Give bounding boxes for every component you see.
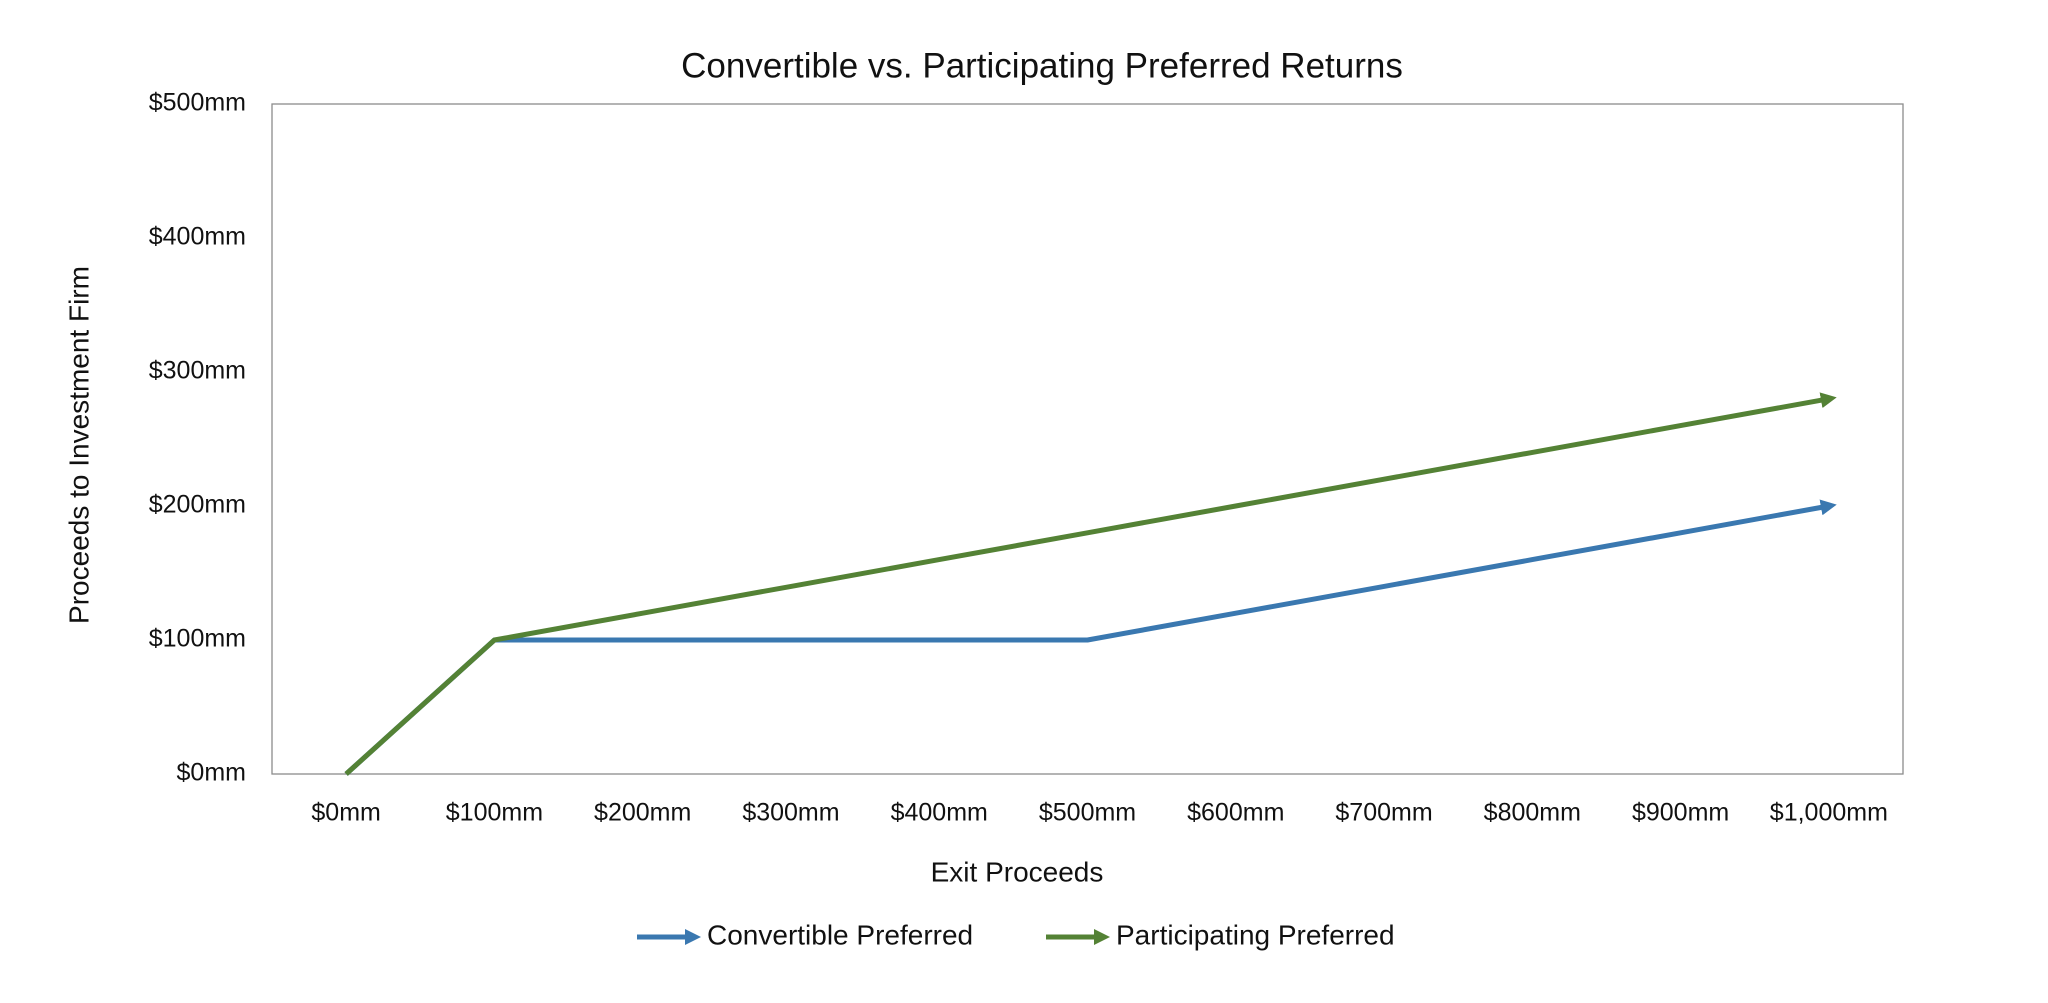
- y-tick-label: $300mm: [149, 357, 246, 385]
- y-axis-title: Proceeds to Investment Firm: [63, 266, 94, 624]
- x-tick-label: $0mm: [311, 799, 380, 827]
- x-tick-label: $400mm: [891, 799, 988, 827]
- y-tick-label: $0mm: [177, 759, 246, 787]
- x-tick-label: $500mm: [1039, 799, 1136, 827]
- x-tick-label: $900mm: [1632, 799, 1729, 827]
- x-tick-label: $1,000mm: [1770, 799, 1888, 827]
- series-line: [344, 499, 1837, 776]
- x-tick-label: $700mm: [1335, 799, 1432, 827]
- x-axis-title: Exit Proceeds: [931, 856, 1104, 887]
- series-line: [344, 392, 1837, 776]
- y-tick-label: $400mm: [149, 223, 246, 251]
- x-tick-label: $800mm: [1484, 799, 1581, 827]
- legend-label: Participating Preferred: [1116, 919, 1395, 950]
- plot-frame: [271, 103, 1904, 775]
- y-tick-label: $500mm: [149, 89, 246, 117]
- x-tick-label: $100mm: [446, 799, 543, 827]
- x-tick-label: $600mm: [1187, 799, 1284, 827]
- chart-title: Convertible vs. Participating Preferred …: [681, 46, 1403, 85]
- y-tick-label: $100mm: [149, 625, 246, 653]
- y-tick-label: $200mm: [149, 491, 246, 519]
- x-tick-label: $200mm: [594, 799, 691, 827]
- x-tick-label: $300mm: [742, 799, 839, 827]
- legend-label: Convertible Preferred: [707, 919, 973, 950]
